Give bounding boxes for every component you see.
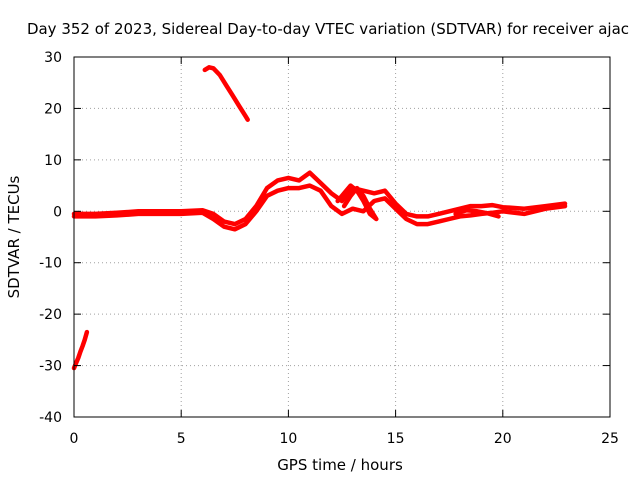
x-tick-label: 0 xyxy=(70,431,79,447)
y-tick-label: -20 xyxy=(39,307,62,323)
x-tick-label: 15 xyxy=(387,431,405,447)
y-tick-label: 10 xyxy=(44,153,62,169)
y-tick-label: 30 xyxy=(44,50,62,66)
data-series xyxy=(71,65,568,371)
plot-frame xyxy=(73,56,611,418)
y-tick-label: 0 xyxy=(53,204,62,220)
series-baseline-upper xyxy=(71,170,568,227)
series-baseline-lower xyxy=(71,183,568,232)
y-tick-label: -10 xyxy=(39,256,62,272)
y-axis-label: SDTVAR / TECUs xyxy=(5,175,23,298)
y-tick-labels: -40 -30 -20 -10 0 10 20 30 xyxy=(39,50,62,426)
chart-title: Day 352 of 2023, Sidereal Day-to-day VTE… xyxy=(27,20,629,38)
grid xyxy=(74,57,610,417)
x-tick-label: 5 xyxy=(177,431,186,447)
y-tick-label: -40 xyxy=(39,410,62,426)
series-evening-band xyxy=(453,208,501,219)
x-tick-labels: 0 5 10 15 20 25 xyxy=(70,431,619,447)
series-midday-loop xyxy=(335,183,379,222)
series-high-arc xyxy=(202,65,250,122)
axis-ticks xyxy=(73,56,611,418)
x-tick-label: 10 xyxy=(279,431,297,447)
x-axis-label: GPS time / hours xyxy=(277,456,403,474)
x-tick-label: 25 xyxy=(601,431,619,447)
x-tick-label: 20 xyxy=(494,431,512,447)
y-tick-label: 20 xyxy=(44,101,62,117)
series-early-descending xyxy=(71,329,90,371)
y-tick-label: -30 xyxy=(39,359,62,375)
